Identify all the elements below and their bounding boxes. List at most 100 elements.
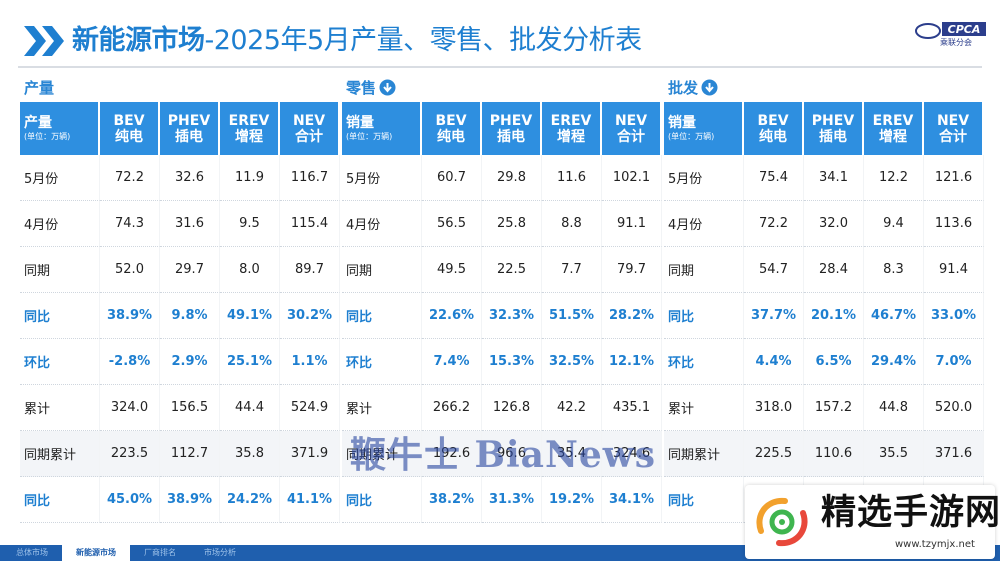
section-title-wholesale: 批发: [668, 77, 718, 98]
slide-header: 新能源市场-2025年5月产量、零售、批发分析表 CPCA 乘联分会: [0, 0, 1000, 66]
phev-cell: 29.8: [482, 155, 542, 201]
row-label: 累计: [20, 385, 100, 431]
phev-cell: 34.1: [804, 155, 864, 201]
promo-logo-icon: [756, 497, 808, 547]
phev-cell: 15.3%: [482, 339, 542, 385]
title-bold: 新能源市场: [72, 25, 205, 56]
nev-cell: 91.1: [602, 201, 662, 247]
phev-cell: 126.8: [482, 385, 542, 431]
header-bev: BEV 纯电: [422, 102, 482, 155]
row-label: 同期: [664, 247, 744, 293]
title-rest: -2025年5月产量、零售、批发分析表: [204, 25, 643, 56]
footer-tab[interactable]: 市场分析: [204, 548, 236, 557]
erev-cell: 35.5: [864, 431, 924, 477]
table-row: 4月份 74.3 31.6 9.5 115.4: [20, 201, 340, 247]
phev-cell: 38.9%: [160, 477, 220, 523]
header-nev: NEV 合计: [924, 102, 984, 155]
row-label: 同期: [342, 247, 422, 293]
row-label: 4月份: [20, 201, 100, 247]
bev-cell: 45.0%: [100, 477, 160, 523]
header-phev: PHEV 插电: [160, 102, 220, 155]
row-label: 5月份: [342, 155, 422, 201]
erev-cell: 29.4%: [864, 339, 924, 385]
erev-cell: 35.4: [542, 431, 602, 477]
table-header-row: 产量 (单位：万辆) BEV 纯电 PHEV 插电 EREV 增程 NEV 合计: [20, 102, 340, 155]
row-label: 同比: [20, 293, 100, 339]
erev-cell: 7.7: [542, 247, 602, 293]
phev-cell: 2.9%: [160, 339, 220, 385]
header-bev: BEV 纯电: [100, 102, 160, 155]
header-nev: NEV 合计: [280, 102, 340, 155]
section-label: 批发: [668, 79, 699, 97]
page-title: 新能源市场-2025年5月产量、零售、批发分析表: [72, 24, 642, 58]
nev-cell: 28.2%: [602, 293, 662, 339]
erev-cell: 51.5%: [542, 293, 602, 339]
bev-cell: 192.6: [422, 431, 482, 477]
promo-site-name: 精选手游网: [821, 493, 1000, 533]
nev-cell: 520.0: [924, 385, 984, 431]
phev-cell: 28.4: [804, 247, 864, 293]
bev-cell: 324.0: [100, 385, 160, 431]
row-label: 同比: [664, 477, 744, 523]
table-row: 环比 7.4% 15.3% 32.5% 12.1%: [342, 339, 662, 385]
row-label: 同期累计: [664, 431, 744, 477]
table-row: 5月份 72.2 32.6 11.9 116.7: [20, 155, 340, 201]
promo-badge: 精选手游网 www.tzymjx.net: [745, 485, 1000, 559]
phev-cell: 96.6: [482, 431, 542, 477]
table-row: 同期 52.0 29.7 8.0 89.7: [20, 247, 340, 293]
header-erev: EREV 增程: [542, 102, 602, 155]
promo-url: www.tzymjx.net: [895, 539, 975, 550]
row-label: 4月份: [342, 201, 422, 247]
nev-cell: 102.1: [602, 155, 662, 201]
down-arrow-icon: [701, 79, 718, 96]
phev-cell: 29.7: [160, 247, 220, 293]
double-chevron-icon: [24, 26, 64, 56]
row-label: 同比: [20, 477, 100, 523]
bev-cell: 223.5: [100, 431, 160, 477]
table-row: 环比 4.4% 6.5% 29.4% 7.0%: [664, 339, 984, 385]
erev-cell: 44.4: [220, 385, 280, 431]
down-arrow-icon: [379, 79, 396, 96]
header-phev: PHEV 插电: [482, 102, 542, 155]
table-row: 同比 38.2% 31.3% 19.2% 34.1%: [342, 477, 662, 523]
production-table: 产量 (单位：万辆) BEV 纯电 PHEV 插电 EREV 增程 NEV 合计 5月份 7…: [20, 102, 340, 523]
bev-cell: 54.7: [744, 247, 804, 293]
nev-cell: 524.9: [280, 385, 340, 431]
table-row: 同期 49.5 22.5 7.7 79.7: [342, 247, 662, 293]
erev-cell: 8.0: [220, 247, 280, 293]
table-header-row: 销量 (单位：万辆) BEV 纯电 PHEV 插电 EREV 增程 NEV 合计: [664, 102, 984, 155]
table-row: 累计 324.0 156.5 44.4 524.9: [20, 385, 340, 431]
bev-cell: 72.2: [100, 155, 160, 201]
nev-cell: 115.4: [280, 201, 340, 247]
erev-cell: 8.8: [542, 201, 602, 247]
erev-cell: 42.2: [542, 385, 602, 431]
row-label: 同比: [342, 293, 422, 339]
table-row: 累计 266.2 126.8 42.2 435.1: [342, 385, 662, 431]
nev-cell: 1.1%: [280, 339, 340, 385]
section-label: 零售: [346, 79, 377, 97]
row-label: 同比: [342, 477, 422, 523]
row-label: 环比: [664, 339, 744, 385]
row-label: 累计: [342, 385, 422, 431]
erev-cell: 32.5%: [542, 339, 602, 385]
erev-cell: 24.2%: [220, 477, 280, 523]
nev-cell: 371.6: [924, 431, 984, 477]
phev-cell: 20.1%: [804, 293, 864, 339]
erev-cell: 9.5: [220, 201, 280, 247]
phev-cell: 156.5: [160, 385, 220, 431]
header-metric: 销量 (单位：万辆): [342, 102, 422, 155]
nev-cell: 121.6: [924, 155, 984, 201]
footer-tab[interactable]: 总体市场: [16, 548, 48, 557]
nev-cell: 12.1%: [602, 339, 662, 385]
table-row: 5月份 60.7 29.8 11.6 102.1: [342, 155, 662, 201]
footer-tab[interactable]: 新能源市场: [62, 545, 130, 561]
svg-text:CPCA: CPCA: [948, 23, 981, 36]
footer-tab[interactable]: 厂商排名: [144, 548, 176, 557]
erev-cell: 8.3: [864, 247, 924, 293]
phev-cell: 9.8%: [160, 293, 220, 339]
nev-cell: 33.0%: [924, 293, 984, 339]
table-row: 5月份 75.4 34.1 12.2 121.6: [664, 155, 984, 201]
phev-cell: 32.6: [160, 155, 220, 201]
table-row: 累计 318.0 157.2 44.8 520.0: [664, 385, 984, 431]
row-label: 环比: [20, 339, 100, 385]
